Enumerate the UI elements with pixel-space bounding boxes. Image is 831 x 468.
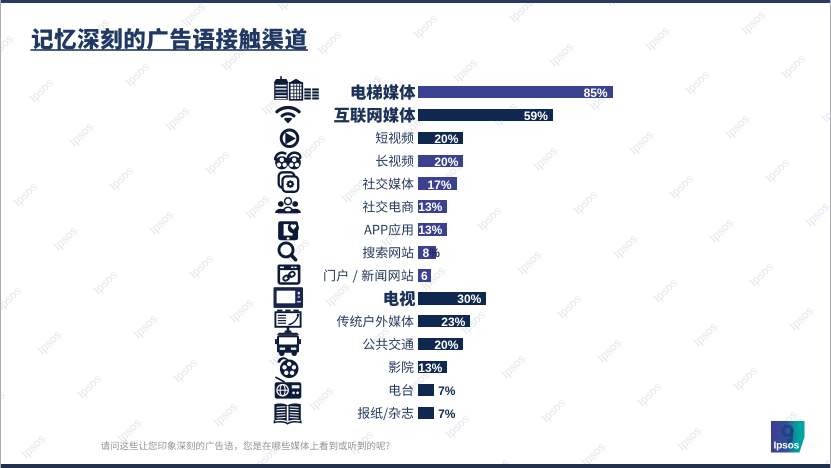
svg-text:Ipsos: Ipsos — [484, 457, 512, 468]
svg-text:Ipsos: Ipsos — [774, 440, 800, 451]
svg-text:Ipsos: Ipsos — [820, 97, 831, 125]
